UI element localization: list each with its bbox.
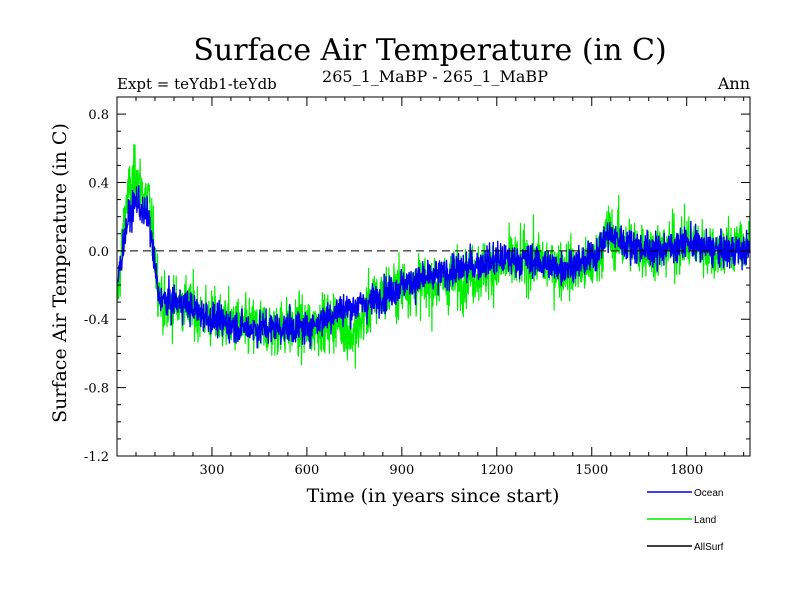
x-tick-label: 1500 <box>575 463 608 478</box>
subtitle-left: Expt = teYdb1-teYdb <box>117 75 277 93</box>
x-tick-label: 1200 <box>480 463 513 478</box>
legend-label-land: Land <box>694 515 716 526</box>
x-tick-label: 600 <box>294 463 319 478</box>
y-tick-label: -0.4 <box>84 313 109 328</box>
legend-label-ocean: Ocean <box>694 488 723 499</box>
legend-label-allsurf: AllSurf <box>694 542 724 553</box>
x-tick-label: 900 <box>389 463 414 478</box>
y-tick-label: -1.2 <box>84 450 109 465</box>
legend: Ocean Land AllSurf <box>647 488 724 553</box>
axis-tick-labels: 300 600 900 1200 1500 1800 -1.2 -0.8 -0.4 0.0 0.4 0… <box>84 108 703 478</box>
x-tick-label: 300 <box>200 463 225 478</box>
y-tick-label: 0.8 <box>88 108 109 123</box>
y-tick-label: 0.0 <box>88 245 109 260</box>
chart-title: Surface Air Temperature (in C) <box>193 33 666 68</box>
subtitle-center: 265_1_MaBP - 265_1_MaBP <box>322 67 548 86</box>
x-axis-label: Time (in years since start) <box>307 485 560 507</box>
series-line-land <box>116 144 751 369</box>
y-axis-label: Surface Air Temperature (in C) <box>49 123 71 423</box>
axis-ticks <box>116 96 750 457</box>
y-tick-label: 0.4 <box>88 176 109 191</box>
y-tick-label: -0.8 <box>84 382 109 397</box>
plot-frame <box>116 96 751 457</box>
series-line-ocean <box>116 185 751 350</box>
x-tick-label: 1800 <box>670 463 703 478</box>
subtitle-right: Ann <box>717 74 750 93</box>
plot-series <box>116 144 751 369</box>
